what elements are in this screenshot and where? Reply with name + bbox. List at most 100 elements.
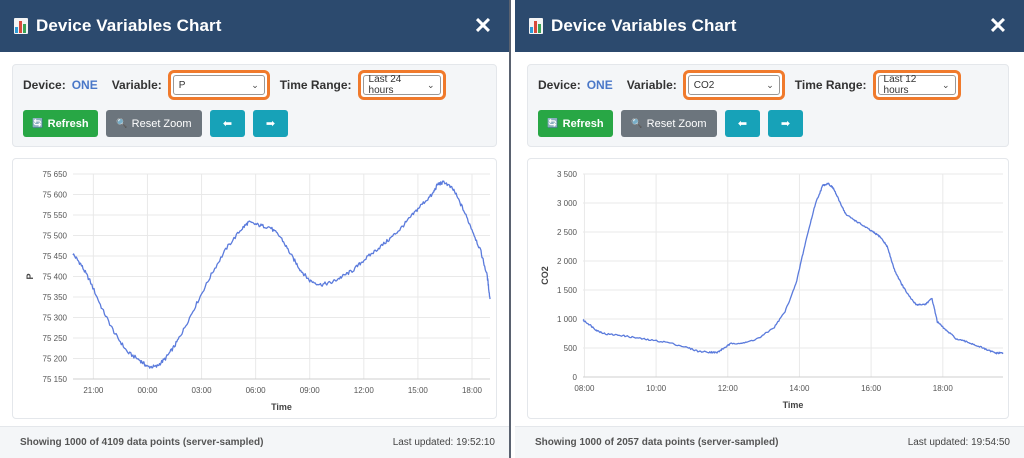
refresh-button[interactable]: 🔄 Refresh [23, 110, 98, 137]
variable-select[interactable]: P ⌄ [172, 75, 265, 95]
time-range-select[interactable]: Last 24 hours ⌄ [362, 74, 441, 96]
y-tick-label: 75 650 [43, 170, 68, 179]
variable-highlight: P ⌄ [167, 70, 270, 100]
data-points-status: Showing 1000 of 2057 data points (server… [535, 437, 779, 448]
variable-label: Variable: [626, 78, 677, 92]
y-tick-label: 2 000 [557, 257, 578, 266]
x-axis-title: Time [271, 402, 292, 412]
y-tick-label: 75 150 [43, 375, 68, 384]
reset-zoom-button[interactable]: 🔍 Reset Zoom [106, 110, 202, 137]
x-tick-label: 00:00 [137, 386, 158, 395]
x-tick-label: 10:00 [646, 384, 667, 393]
chevron-down-icon: ⌄ [942, 79, 950, 90]
reset-zoom-label: Reset Zoom [646, 117, 707, 130]
chart-container: 0 500 1 000 1 500 2 000 2 500 3 000 3 500 08:00 1… [527, 158, 1009, 419]
y-tick-label: 75 200 [43, 355, 68, 364]
close-icon[interactable]: ✕ [473, 13, 493, 38]
chevron-down-icon: ⌄ [766, 79, 774, 90]
refresh-icon: 🔄 [547, 118, 559, 128]
device-label: Device: [23, 78, 66, 92]
y-tick-label: 1 000 [557, 315, 578, 324]
y-tick-label: 75 350 [43, 293, 68, 302]
arrow-right-icon: ➡ [780, 118, 791, 130]
time-range-select-value: Last 24 hours [368, 74, 402, 96]
last-updated: Last updated: 19:52:10 [392, 437, 495, 448]
controls-panel: Device: ONE Variable: P ⌄ Time Range: La… [12, 64, 497, 147]
refresh-icon: 🔄 [32, 118, 44, 128]
time-range-select[interactable]: Last 12 hours ⌄ [877, 74, 956, 96]
arrow-left-icon: ⬅ [222, 118, 233, 130]
chart-window-left: Device Variables Chart ✕ Device: ONE Var… [0, 0, 511, 458]
variable-select-value: P [178, 79, 186, 91]
y-tick-label: 2 500 [557, 228, 578, 237]
time-range-select-value: Last 12 hours [883, 74, 917, 96]
x-tick-label: 16:00 [861, 384, 882, 393]
controls-panel: Device: ONE Variable: CO2 ⌄ Time Range: … [527, 64, 1009, 147]
chevron-down-icon: ⌄ [251, 79, 259, 90]
last-updated: Last updated: 19:54:50 [907, 437, 1010, 448]
variable-select[interactable]: CO2 ⌄ [687, 75, 780, 95]
series-line [72, 180, 491, 369]
chart-container: 75 150 75 200 75 250 75 300 75 350 75 400 75 4… [12, 158, 497, 419]
x-tick-label: 08:00 [574, 384, 595, 393]
y-tick-label: 75 550 [43, 211, 68, 220]
x-tick-label: 12:00 [354, 386, 375, 395]
y-tick-label: 500 [564, 344, 578, 353]
x-axis-title: Time [783, 400, 804, 410]
window-titlebar[interactable]: Device Variables Chart ✕ [0, 0, 509, 52]
y-tick-label: 75 250 [43, 334, 68, 343]
arrow-left-icon: ⬅ [737, 118, 748, 130]
refresh-button[interactable]: 🔄 Refresh [538, 110, 613, 137]
x-tick-label: 06:00 [246, 386, 267, 395]
reset-zoom-label: Reset Zoom [131, 117, 192, 130]
pan-left-button[interactable]: ⬅ [210, 110, 245, 137]
y-axis-title: CO2 [540, 266, 550, 285]
status-footer: Showing 1000 of 4109 data points (server… [0, 426, 509, 458]
line-chart[interactable]: 0 500 1 000 1 500 2 000 2 500 3 000 3 500 08:00 1… [528, 159, 1008, 418]
x-tick-label: 18:00 [462, 386, 483, 395]
pan-right-button[interactable]: ➡ [768, 110, 803, 137]
y-axis-title: P [25, 273, 35, 279]
y-tick-label: 75 450 [43, 252, 68, 261]
y-tick-label: 75 300 [43, 314, 68, 323]
variable-highlight: CO2 ⌄ [682, 70, 785, 100]
y-tick-label: 3 500 [557, 170, 578, 179]
close-icon[interactable]: ✕ [988, 13, 1008, 38]
line-chart[interactable]: 75 150 75 200 75 250 75 300 75 350 75 400 75 4… [13, 159, 496, 418]
chevron-down-icon: ⌄ [427, 79, 435, 90]
x-tick-label: 15:00 [408, 386, 429, 395]
x-tick-label: 18:00 [933, 384, 954, 393]
y-tick-label: 75 600 [43, 191, 68, 200]
x-tick-label: 09:00 [300, 386, 321, 395]
time-range-highlight: Last 24 hours ⌄ [357, 70, 446, 100]
refresh-label: Refresh [562, 117, 604, 130]
bar-chart-icon [529, 18, 543, 34]
magnifier-icon: 🔍 [631, 118, 643, 128]
y-tick-label: 3 000 [557, 199, 578, 208]
x-tick-label: 21:00 [83, 386, 104, 395]
variable-label: Variable: [111, 78, 162, 92]
variable-select-value: CO2 [693, 79, 715, 91]
window-title: Device Variables Chart [551, 16, 737, 35]
window-title: Device Variables Chart [36, 16, 222, 35]
reset-zoom-button[interactable]: 🔍 Reset Zoom [621, 110, 717, 137]
window-titlebar[interactable]: Device Variables Chart ✕ [515, 0, 1024, 52]
y-tick-label: 0 [573, 373, 578, 382]
data-points-status: Showing 1000 of 4109 data points (server… [20, 437, 264, 448]
arrow-right-icon: ➡ [265, 118, 276, 130]
pan-right-button[interactable]: ➡ [253, 110, 288, 137]
time-range-label: Time Range: [279, 78, 352, 92]
y-tick-label: 1 500 [557, 286, 578, 295]
x-tick-label: 12:00 [718, 384, 739, 393]
y-tick-label: 75 400 [43, 273, 68, 282]
x-tick-label: 03:00 [192, 386, 213, 395]
chart-window-right: Device Variables Chart ✕ Device: ONE Var… [515, 0, 1024, 458]
pan-left-button[interactable]: ⬅ [725, 110, 760, 137]
magnifier-icon: 🔍 [116, 118, 128, 128]
refresh-label: Refresh [47, 117, 89, 130]
time-range-highlight: Last 12 hours ⌄ [872, 70, 961, 100]
time-range-label: Time Range: [794, 78, 867, 92]
device-value: ONE [586, 78, 613, 92]
x-tick-label: 14:00 [789, 384, 810, 393]
bar-chart-icon [14, 18, 28, 34]
